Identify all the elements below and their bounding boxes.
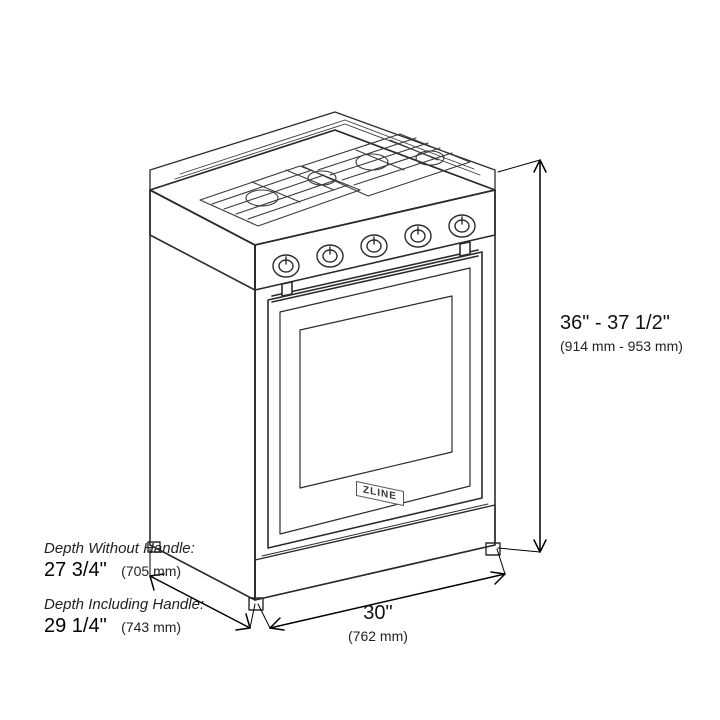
dimension-depth-with-handle: Depth Including Handle: 29 1/4" (743 mm) — [44, 596, 204, 638]
dimension-depth-block: Depth Without Handle: 27 3/4" (705 mm) D… — [44, 540, 204, 652]
depth-with-handle-mm: (743 mm) — [121, 619, 181, 635]
depth-with-handle-value: 29 1/4" — [44, 615, 107, 637]
depth-no-handle-value: 27 3/4" — [44, 559, 107, 581]
depth-no-handle-mm: (705 mm) — [121, 563, 181, 579]
dimension-width: 30" (762 mm) — [348, 600, 408, 646]
dimension-height-mm: (914 mm - 953 mm) — [560, 337, 683, 356]
dimension-depth-no-handle: Depth Without Handle: 27 3/4" (705 mm) — [44, 540, 204, 582]
diagram-stage: ZLINE 36" - 37 1/2" (914 mm - 953 mm) 30… — [0, 0, 720, 720]
depth-no-handle-title: Depth Without Handle: — [44, 540, 204, 557]
dimension-width-value: 30" — [348, 600, 408, 627]
dimension-height-value: 36" - 37 1/2" — [560, 310, 683, 337]
depth-with-handle-title: Depth Including Handle: — [44, 596, 204, 613]
dimension-width-mm: (762 mm) — [348, 627, 408, 646]
dimension-height: 36" - 37 1/2" (914 mm - 953 mm) — [560, 310, 683, 356]
